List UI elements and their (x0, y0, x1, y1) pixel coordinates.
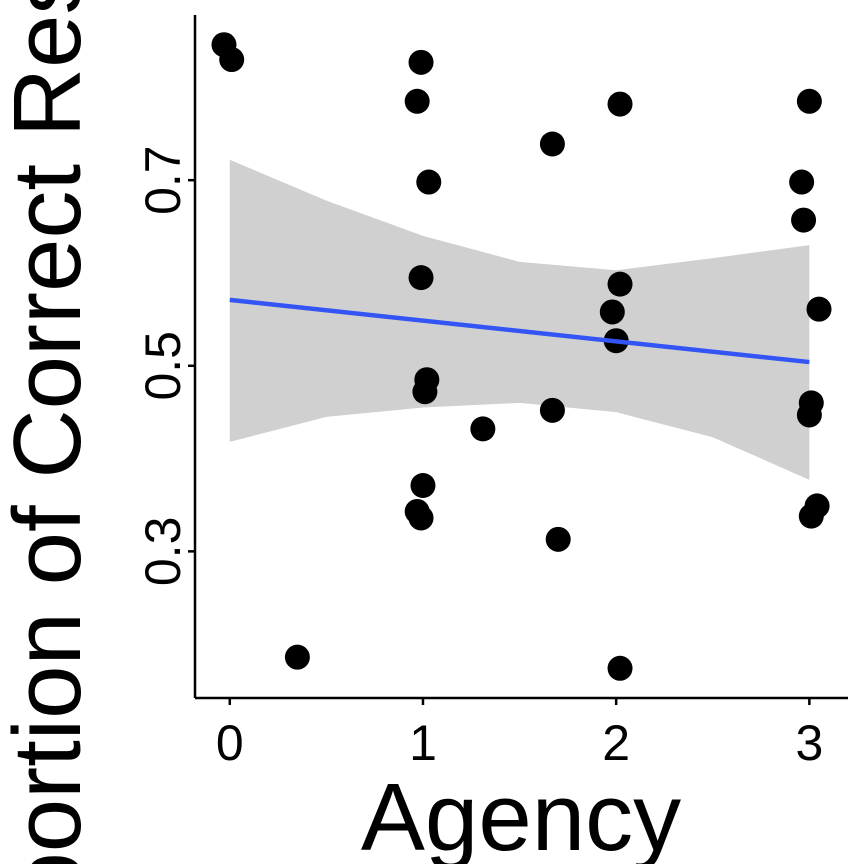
confidence-band (229, 159, 810, 480)
point (408, 265, 434, 291)
point (796, 88, 822, 114)
point (408, 49, 434, 75)
point (607, 655, 633, 681)
point (470, 416, 496, 442)
point (806, 296, 832, 322)
point (219, 47, 245, 73)
point (404, 88, 430, 114)
point (796, 402, 822, 428)
point (791, 207, 817, 233)
point (607, 271, 633, 297)
fit-line (229, 297, 810, 365)
y-axis-title: Proportion of Correct Responses (0, 0, 101, 864)
point (545, 526, 571, 552)
point (539, 397, 565, 423)
point (416, 169, 442, 195)
point (412, 379, 438, 405)
x-tick-label: 0 (216, 715, 244, 771)
point (599, 299, 625, 325)
point (789, 169, 815, 195)
point (798, 503, 824, 529)
y-tick-label: 0.7 (135, 145, 191, 215)
x-tick-label: 3 (795, 715, 823, 771)
point (284, 644, 310, 670)
point (410, 472, 436, 498)
point (539, 131, 565, 157)
x-tick-label: 1 (409, 715, 437, 771)
point (607, 91, 633, 117)
x-axis-title: Agency (361, 764, 681, 864)
y-tick-label: 0.5 (135, 331, 191, 401)
point (408, 505, 434, 531)
y-tick-label: 0.3 (135, 517, 191, 587)
x-tick-label: 2 (602, 715, 630, 771)
